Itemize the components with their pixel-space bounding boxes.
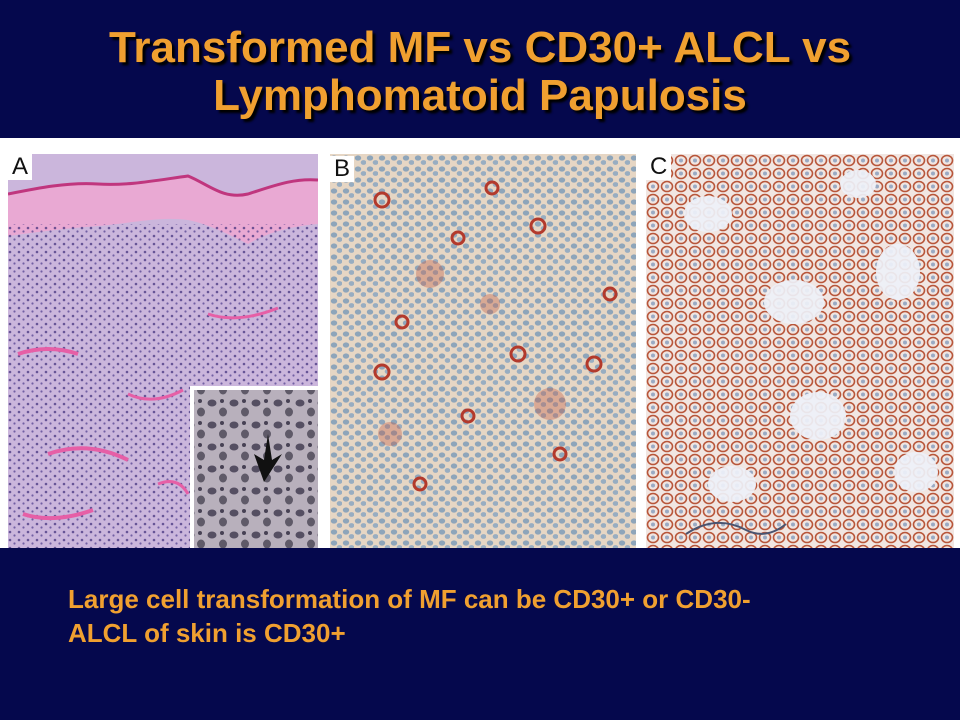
arrowhead-icon [254,434,282,482]
caption-text: Large cell transformation of MF can be C… [68,582,928,650]
panel-c-ihc-micrograph: C [646,154,954,548]
panel-b-ihc-micrograph: B [330,154,636,548]
title-band: Transformed MF vs CD30+ ALCL vs Lymphoma… [0,0,960,138]
caption-line-1: Large cell transformation of MF can be C… [68,584,751,614]
ihc-scattered-image [330,154,636,548]
micrograph-band: A [0,138,960,548]
slide-title-line-2: Lymphomatoid Papulosis [213,71,747,120]
caption-band: Large cell transformation of MF can be C… [0,548,960,720]
caption-line-2: ALCL of skin is CD30+ [68,618,346,648]
panel-a-label: A [8,154,33,180]
slide-title: Transformed MF vs CD30+ ALCL vs Lymphoma… [0,24,960,120]
slide-title-line-1: Transformed MF vs CD30+ ALCL vs [108,23,852,72]
panel-a-he-micrograph: A [8,154,318,548]
ihc-diffuse-image [646,154,954,548]
panel-b-label: B [330,156,355,182]
he-stain-image [8,154,318,548]
panel-c-label: C [646,154,672,180]
